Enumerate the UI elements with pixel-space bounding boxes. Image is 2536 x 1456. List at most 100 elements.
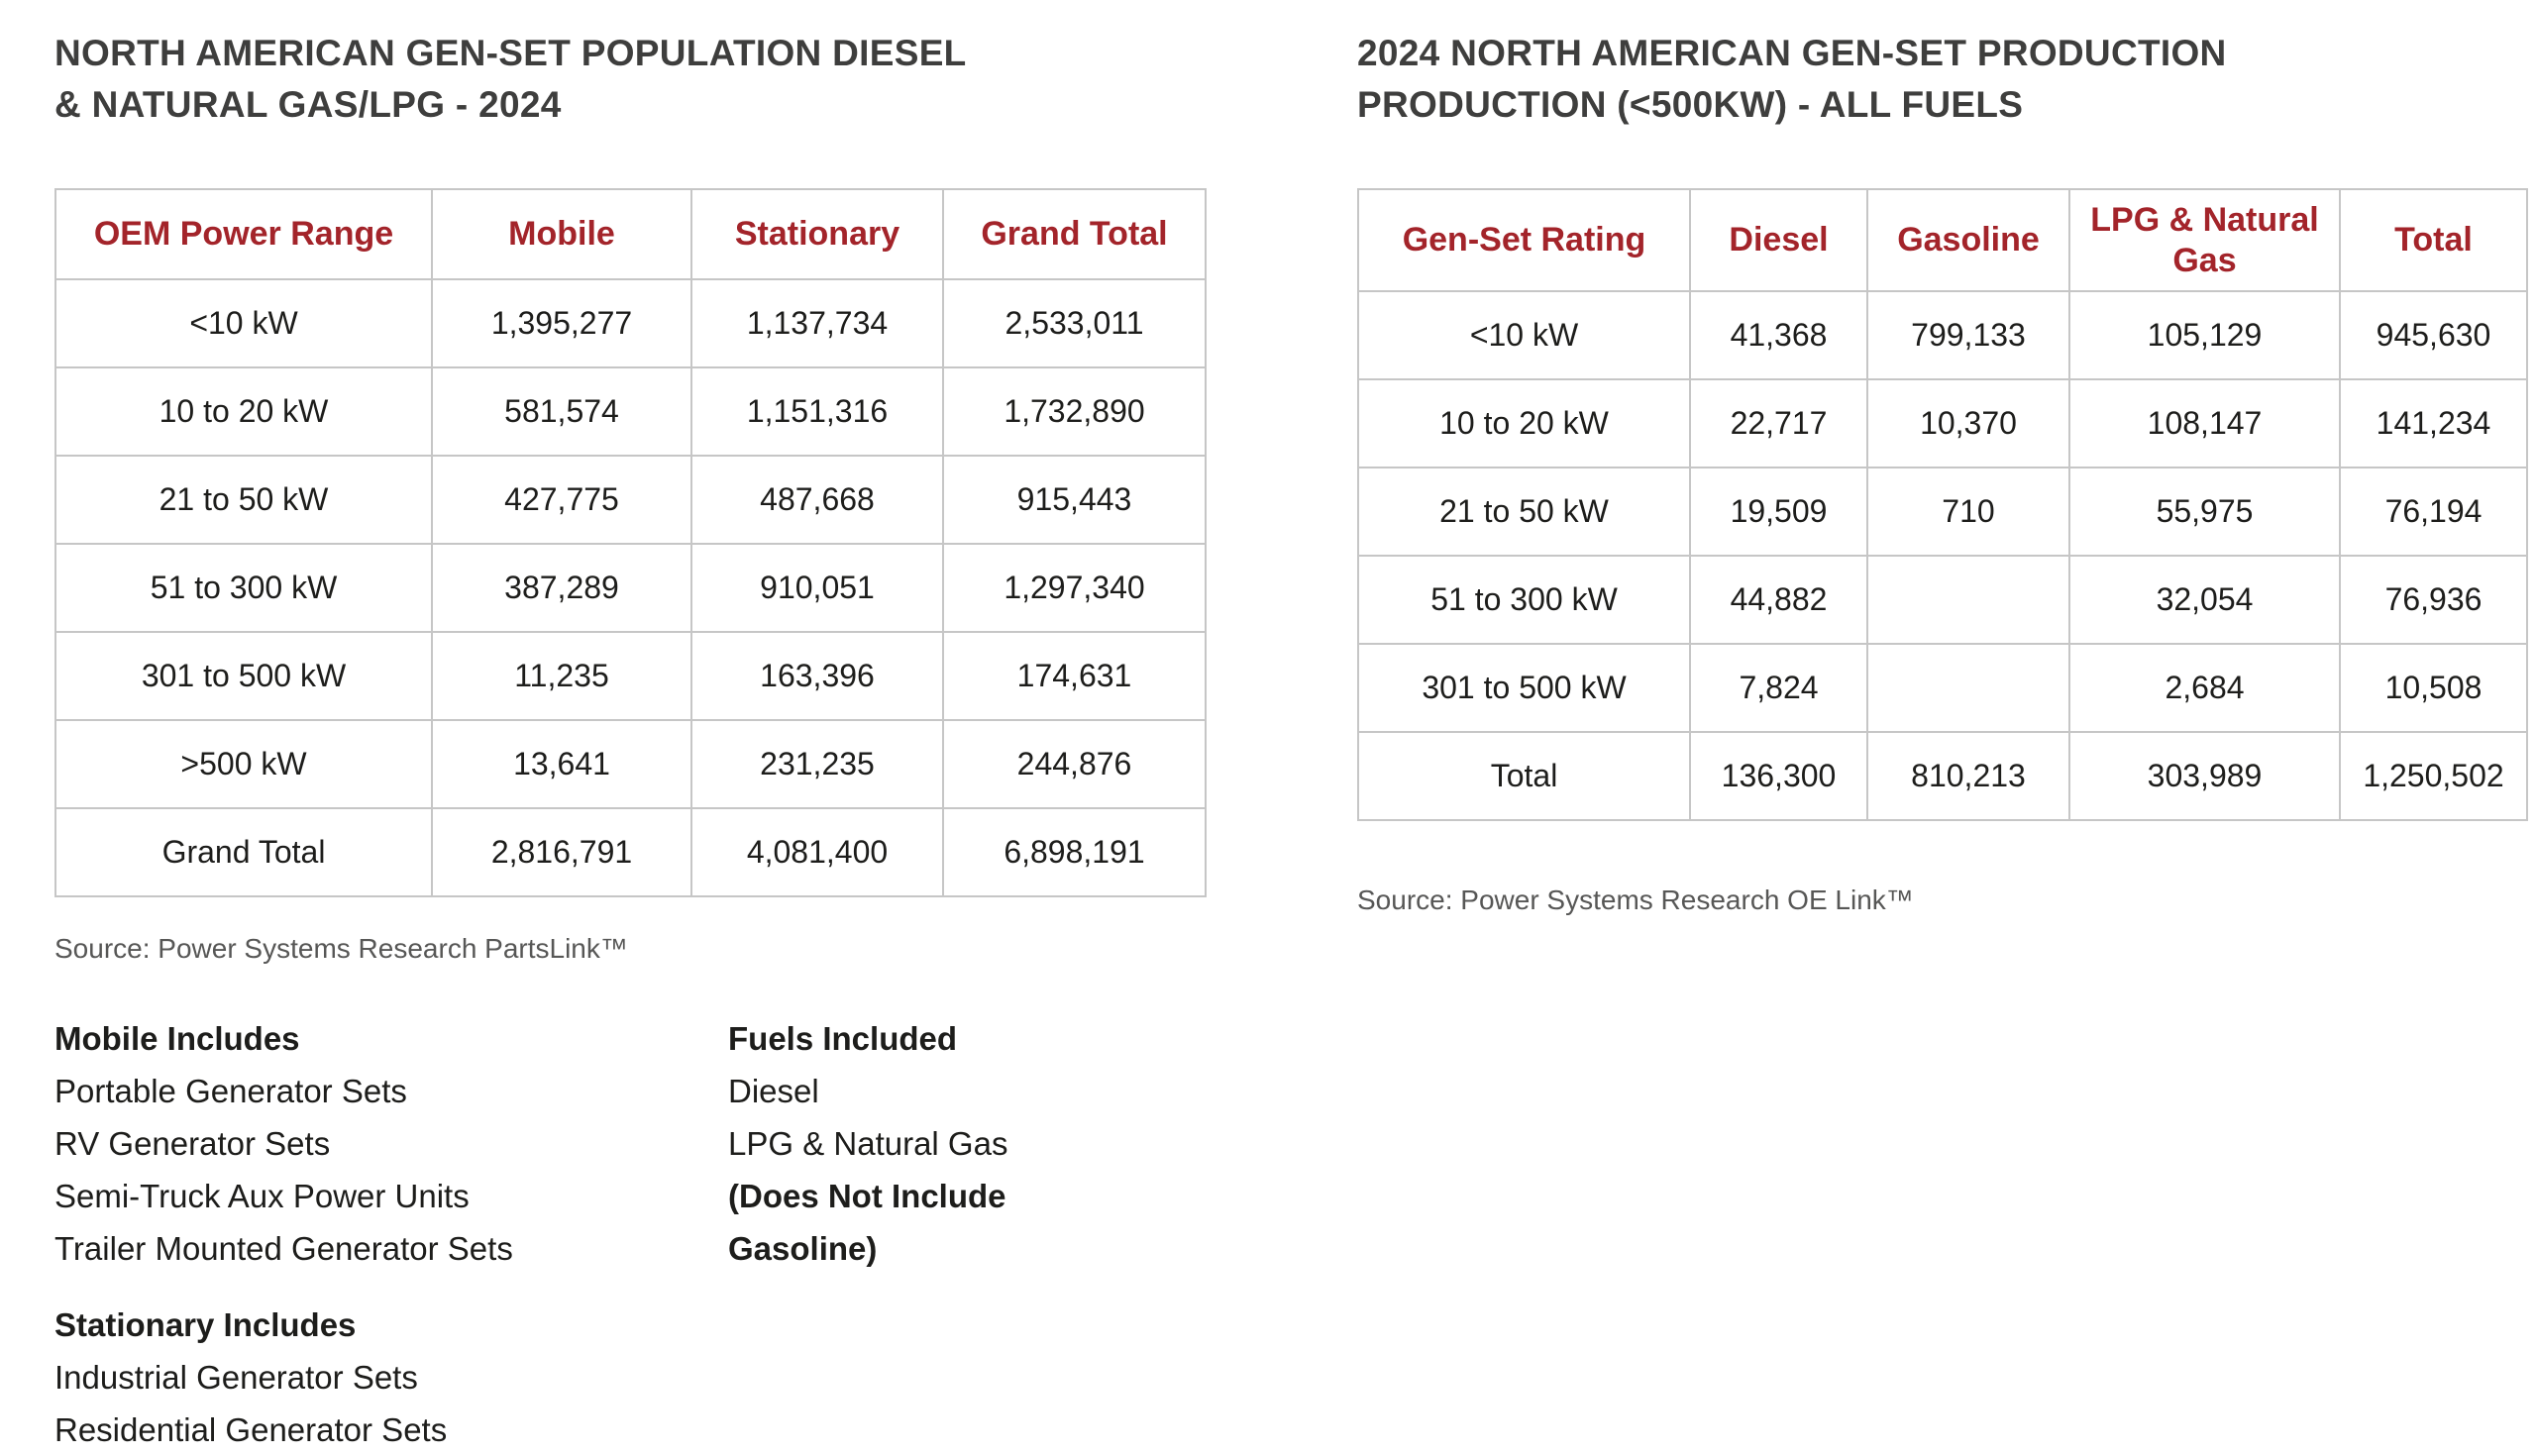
table-cell: 51 to 300 kW: [1357, 555, 1691, 645]
table-cell: 10 to 20 kW: [54, 366, 433, 457]
production-title-line-2: PRODUCTION (<500KW) - ALL FUELS: [1357, 84, 2024, 125]
table-cell: 32,054: [2068, 555, 2341, 645]
table-cell: 4,081,400: [690, 807, 944, 897]
table-cell: 710: [1866, 467, 2070, 557]
population-section-title: NORTH AMERICAN GEN-SET POPULATION DIESEL…: [54, 28, 1209, 131]
table-row: >500 kW 13,641 231,235 244,876: [54, 719, 1207, 809]
table-cell: <10 kW: [54, 278, 433, 368]
table-cell: >500 kW: [54, 719, 433, 809]
table-cell: 108,147: [2068, 378, 2341, 468]
table-cell: 11,235: [431, 631, 692, 721]
table-cell-empty: [1866, 555, 2070, 645]
table-row: 21 to 50 kW 19,509 710 55,975 76,194: [1357, 467, 2528, 557]
table-row: 51 to 300 kW 44,882 32,054 76,936: [1357, 555, 2528, 645]
stationary-includes-heading: Stationary Includes: [54, 1306, 357, 1343]
table-cell: 6,898,191: [942, 807, 1207, 897]
production-source-attribution: Source: Power Systems Research OE Link™: [1357, 884, 1914, 915]
table-cell: 55,975: [2068, 467, 2341, 557]
table-cell: 21 to 50 kW: [54, 455, 433, 545]
table-cell: 1,137,734: [690, 278, 944, 368]
column-header-total: Total: [2339, 188, 2528, 292]
column-header-gen-set-rating: Gen-Set Rating: [1357, 188, 1691, 292]
table-cell: 810,213: [1866, 731, 2070, 821]
production-table: Gen-Set Rating Diesel Gasoline LPG & Nat…: [1357, 188, 2528, 821]
table-cell: 44,882: [1689, 555, 1868, 645]
column-header-mobile: Mobile: [431, 188, 692, 280]
table-row: <10 kW 1,395,277 1,137,734 2,533,011: [54, 278, 1207, 368]
table-cell: <10 kW: [1357, 290, 1691, 380]
table-cell: 427,775: [431, 455, 692, 545]
table-cell: 13,641: [431, 719, 692, 809]
table-row: 301 to 500 kW 11,235 163,396 174,631: [54, 631, 1207, 721]
table-cell: 799,133: [1866, 290, 2070, 380]
table-cell: 910,051: [690, 543, 944, 633]
column-header-diesel: Diesel: [1689, 188, 1868, 292]
list-item: Trailer Mounted Generator Sets: [54, 1230, 513, 1267]
table-cell: 21 to 50 kW: [1357, 467, 1691, 557]
table-cell: 1,732,890: [942, 366, 1207, 457]
fuels-exclusion-note-line-2: Gasoline): [728, 1230, 878, 1267]
stationary-includes-note: Stationary Includes Industrial Generator…: [54, 1299, 728, 1456]
column-header-gasoline: Gasoline: [1866, 188, 2070, 292]
table-cell-empty: [1866, 643, 2070, 733]
table-cell: 22,717: [1689, 378, 1868, 468]
table-header-row: Gen-Set Rating Diesel Gasoline LPG & Nat…: [1357, 188, 2528, 292]
table-cell: 487,668: [690, 455, 944, 545]
list-item: Industrial Generator Sets: [54, 1359, 418, 1396]
list-item: Semi-Truck Aux Power Units: [54, 1178, 470, 1214]
population-title-line-1: NORTH AMERICAN GEN-SET POPULATION DIESEL: [54, 33, 967, 73]
table-cell: 10 to 20 kW: [1357, 378, 1691, 468]
table-row: <10 kW 41,368 799,133 105,129 945,630: [1357, 290, 2528, 380]
table-cell: 1,395,277: [431, 278, 692, 368]
table-row: 51 to 300 kW 387,289 910,051 1,297,340: [54, 543, 1207, 633]
list-item: Portable Generator Sets: [54, 1073, 407, 1109]
table-cell: 10,508: [2339, 643, 2528, 733]
table-row: 10 to 20 kW 22,717 10,370 108,147 141,23…: [1357, 378, 2528, 468]
fuels-exclusion-note-line-1: (Does Not Include: [728, 1178, 1006, 1214]
table-cell: 2,533,011: [942, 278, 1207, 368]
table-row-total: Total 136,300 810,213 303,989 1,250,502: [1357, 731, 2528, 821]
table-cell: 244,876: [942, 719, 1207, 809]
table-cell: 1,151,316: [690, 366, 944, 457]
footnotes-column-left: Mobile Includes Portable Generator Sets …: [54, 1012, 728, 1456]
table-row-grand-total: Grand Total 2,816,791 4,081,400 6,898,19…: [54, 807, 1207, 897]
table-cell: 231,235: [690, 719, 944, 809]
list-item: Residential Generator Sets: [54, 1411, 448, 1448]
table-cell: Total: [1357, 731, 1691, 821]
column-header-grand-total: Grand Total: [942, 188, 1207, 280]
table-cell: 174,631: [942, 631, 1207, 721]
table-cell: 51 to 300 kW: [54, 543, 433, 633]
population-section: NORTH AMERICAN GEN-SET POPULATION DIESEL…: [54, 28, 1209, 1456]
table-cell: 10,370: [1866, 378, 2070, 468]
population-table: OEM Power Range Mobile Stationary Grand …: [54, 188, 1207, 897]
list-item: RV Generator Sets: [54, 1125, 331, 1162]
population-title-line-2: & NATURAL GAS/LPG - 2024: [54, 84, 562, 125]
population-source-attribution: Source: Power Systems Research PartsLink…: [54, 933, 628, 964]
table-cell: 7,824: [1689, 643, 1868, 733]
table-cell: 303,989: [2068, 731, 2341, 821]
table-cell: 581,574: [431, 366, 692, 457]
table-cell: 387,289: [431, 543, 692, 633]
table-row: 21 to 50 kW 427,775 487,668 915,443: [54, 455, 1207, 545]
list-item: Diesel: [728, 1073, 819, 1109]
table-cell: 301 to 500 kW: [1357, 643, 1691, 733]
table-row: 10 to 20 kW 581,574 1,151,316 1,732,890: [54, 366, 1207, 457]
table-cell: Grand Total: [54, 807, 433, 897]
table-cell: 136,300: [1689, 731, 1868, 821]
list-item: LPG & Natural Gas: [728, 1125, 1008, 1162]
fuels-included-note: Fuels Included Diesel LPG & Natural Gas …: [728, 1012, 1085, 1456]
column-header-stationary: Stationary: [690, 188, 944, 280]
table-cell: 19,509: [1689, 467, 1868, 557]
table-header-row: OEM Power Range Mobile Stationary Grand …: [54, 188, 1207, 280]
table-cell: 945,630: [2339, 290, 2528, 380]
fuels-included-heading: Fuels Included: [728, 1020, 958, 1057]
table-cell: 41,368: [1689, 290, 1868, 380]
table-cell: 1,297,340: [942, 543, 1207, 633]
table-cell: 301 to 500 kW: [54, 631, 433, 721]
table-cell: 2,684: [2068, 643, 2341, 733]
table-cell: 2,816,791: [431, 807, 692, 897]
mobile-includes-heading: Mobile Includes: [54, 1020, 300, 1057]
column-header-lpg-natural-gas: LPG & Natural Gas: [2068, 188, 2341, 292]
table-cell: 105,129: [2068, 290, 2341, 380]
